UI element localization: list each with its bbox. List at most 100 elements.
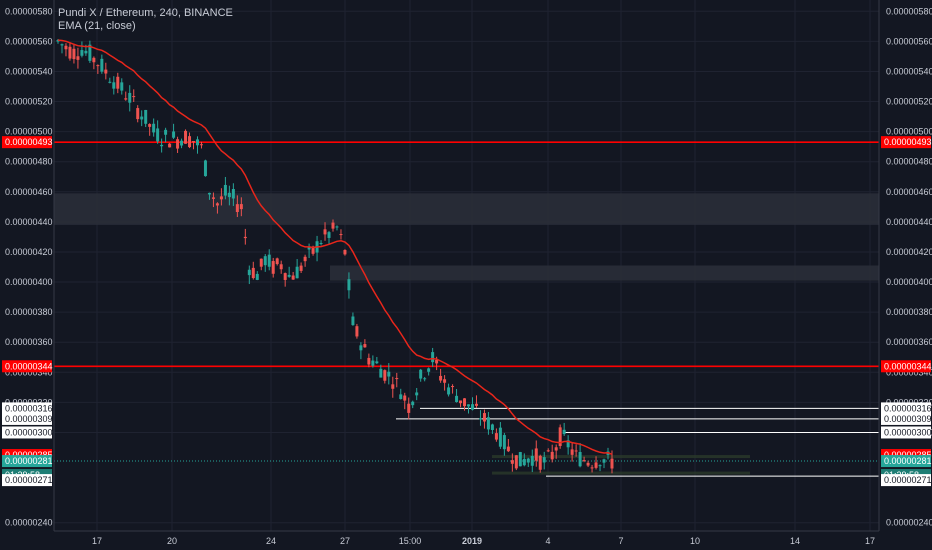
candle[interactable]	[251, 267, 255, 279]
candle[interactable]	[255, 273, 259, 280]
candle[interactable]	[574, 450, 578, 452]
candle[interactable]	[363, 344, 367, 348]
candle[interactable]	[243, 236, 247, 239]
candle[interactable]	[152, 123, 156, 133]
candle[interactable]	[235, 204, 239, 213]
candle[interactable]	[311, 246, 315, 254]
candle[interactable]	[148, 124, 152, 127]
candle[interactable]	[423, 378, 427, 380]
candle[interactable]	[203, 160, 207, 177]
candle[interactable]	[207, 192, 211, 195]
candle[interactable]	[610, 458, 614, 469]
candle[interactable]	[64, 45, 68, 50]
candle[interactable]	[331, 222, 335, 229]
candle[interactable]	[403, 395, 407, 401]
candle[interactable]	[231, 188, 235, 199]
candle[interactable]	[570, 449, 574, 455]
candle[interactable]	[164, 129, 168, 135]
candle[interactable]	[459, 400, 463, 404]
candle[interactable]	[307, 247, 311, 250]
candle[interactable]	[387, 371, 391, 377]
candle[interactable]	[486, 417, 490, 430]
candle[interactable]	[267, 254, 271, 267]
candle[interactable]	[538, 455, 542, 470]
candle[interactable]	[407, 403, 411, 413]
candle[interactable]	[586, 462, 590, 466]
candle[interactable]	[211, 197, 215, 199]
candle[interactable]	[227, 192, 231, 198]
candle[interactable]	[335, 226, 339, 228]
candle[interactable]	[247, 269, 251, 276]
candle[interactable]	[494, 433, 498, 440]
candle[interactable]	[447, 387, 451, 395]
candle[interactable]	[108, 81, 112, 83]
candle[interactable]	[319, 243, 323, 245]
candle[interactable]	[415, 392, 419, 396]
candle[interactable]	[470, 404, 474, 410]
candle[interactable]	[371, 360, 375, 366]
candle[interactable]	[518, 452, 522, 467]
candle[interactable]	[451, 386, 455, 388]
candle[interactable]	[299, 265, 303, 271]
candle[interactable]	[582, 460, 586, 462]
candle[interactable]	[283, 273, 287, 280]
candle[interactable]	[542, 457, 546, 463]
candle[interactable]	[124, 98, 128, 100]
candle[interactable]	[590, 467, 594, 469]
candle[interactable]	[132, 96, 136, 98]
candle[interactable]	[96, 65, 100, 67]
candle[interactable]	[68, 46, 72, 59]
candle[interactable]	[180, 140, 184, 146]
candle[interactable]	[295, 266, 299, 279]
candle[interactable]	[602, 459, 606, 463]
candle[interactable]	[215, 203, 219, 206]
candle[interactable]	[530, 455, 534, 466]
candle[interactable]	[399, 394, 403, 400]
candle[interactable]	[184, 130, 188, 144]
candle[interactable]	[327, 232, 331, 238]
candle[interactable]	[558, 427, 562, 446]
candle[interactable]	[72, 48, 76, 60]
candle[interactable]	[534, 448, 538, 461]
candle[interactable]	[60, 44, 64, 46]
candle[interactable]	[526, 458, 530, 463]
candle[interactable]	[303, 256, 307, 262]
candle[interactable]	[419, 369, 423, 379]
candle[interactable]	[474, 403, 478, 406]
candle[interactable]	[199, 144, 203, 146]
candle[interactable]	[263, 256, 267, 266]
candle[interactable]	[279, 264, 283, 270]
candle[interactable]	[80, 50, 84, 56]
candle[interactable]	[287, 274, 291, 277]
candle[interactable]	[510, 460, 514, 464]
candle[interactable]	[84, 50, 88, 54]
candle[interactable]	[291, 275, 295, 280]
candle[interactable]	[120, 82, 124, 91]
candle[interactable]	[566, 440, 570, 448]
candle[interactable]	[482, 413, 486, 422]
candle[interactable]	[271, 261, 275, 274]
candle[interactable]	[395, 378, 399, 380]
candle[interactable]	[506, 446, 510, 452]
candle[interactable]	[478, 418, 482, 420]
candle[interactable]	[598, 465, 602, 467]
candle[interactable]	[76, 56, 80, 60]
candle[interactable]	[554, 447, 558, 451]
candle[interactable]	[435, 359, 439, 364]
candle[interactable]	[275, 258, 279, 265]
candle[interactable]	[439, 375, 443, 381]
candle[interactable]	[455, 395, 459, 403]
candle[interactable]	[219, 196, 223, 200]
candle[interactable]	[160, 144, 164, 147]
candle[interactable]	[502, 435, 506, 450]
candle[interactable]	[351, 316, 355, 326]
candle[interactable]	[550, 451, 554, 460]
candle[interactable]	[223, 184, 227, 196]
candle[interactable]	[443, 379, 447, 383]
candle[interactable]	[339, 234, 343, 236]
candle[interactable]	[168, 143, 172, 148]
candle[interactable]	[343, 249, 347, 255]
candle[interactable]	[427, 368, 431, 372]
